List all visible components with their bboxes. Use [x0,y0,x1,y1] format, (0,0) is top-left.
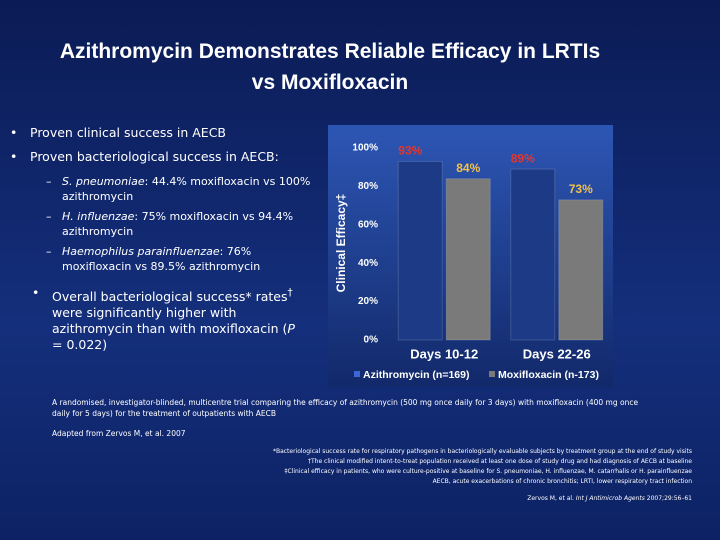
sub-bullet: – H. influenzae: 75% moxifloxacin vs 94.4… [46,210,294,238]
citation: Zervos M, et al. Int J Antimicrob Agents… [172,494,692,505]
sub-bullet: – Haemophilus parainfluenzae: 76% moxiflo… [46,245,261,273]
sub-text: : 44.4% moxifloxacin vs 100% azithromyci… [62,175,311,203]
value-label: 89% [511,151,535,165]
legend-label: Moxifloxacin (n-173) [498,369,599,381]
bullet-text: Overall bacteriological success* rates [52,289,288,305]
bullet-text: Proven clinical success in AECB [30,125,226,140]
citation-text: 2007;29:56–61 [644,495,692,502]
y-tick-label: 0% [364,335,379,346]
legend-swatch [489,371,495,377]
sub-bullet: – S. pneumoniae: 44.4% moxifloxacin vs 10… [46,175,311,203]
y-tick-label: 20% [358,296,378,307]
footnote: AECB, acute exacerbations of chronic bro… [432,478,692,485]
x-tick-label: Days 10-12 [410,346,478,361]
sub-text: : 76% moxifloxacin vs 89.5% azithromycin [62,245,261,273]
bullet: • Proven clinical success in AECB [10,125,226,140]
x-tick-label: Days 22-26 [523,346,591,361]
trial-note: A randomised, investigator-blinded, mult… [52,398,639,418]
bullet-text: = 0.022) [52,337,108,353]
value-label: 93% [398,144,422,158]
y-tick-label: 60% [358,219,378,230]
chart: Clinical Efficacy‡ 0% 20% 40% 60% 80% 100% Day… [328,125,613,387]
bullet-sup: † [287,287,293,299]
y-tick-label: 40% [358,258,378,269]
bullet-italic: P [287,321,295,337]
y-axis-label: Clinical Efficacy‡ [334,194,348,293]
bar [397,160,443,341]
y-tick-label: 80% [358,181,378,192]
value-label: 84% [456,161,480,175]
citation-text: Zervos M, et al. [527,495,576,502]
y-tick-label: 100% [352,143,378,154]
bullet-text: were significantly higher with azithromy… [52,305,288,337]
journal: Int J Antimicrob Agents [575,495,645,502]
bar [558,199,604,341]
bullet-text: Proven bacteriological success in AECB: [30,149,279,164]
footnote: †The clinical modified intent-to-treat p… [307,458,692,465]
bullet: • Overall bacteriological success* rates†… [32,285,295,353]
bar [445,178,491,341]
legend-swatch [354,371,360,377]
species: H. influenzae [62,210,135,223]
sub-text: : 75% moxifloxacin vs 94.4% azithromycin [62,210,294,238]
slide-title: Azithromycin Demonstrates Reliable Effic… [59,40,601,94]
footnote: ‡Clinical efficacy in patients, who were… [284,468,692,475]
footnote: *Bacteriological success rate for respir… [272,448,692,455]
bullet: • Proven bacteriological success in AECB: [10,149,279,164]
legend-label: Azithromycin (n=169) [363,369,469,381]
bar [510,168,556,341]
value-label: 73% [569,182,593,196]
adapted-note: Adapted from Zervos M, et al. 2007 [52,429,186,438]
species: S. pneumoniae [62,175,145,188]
species: Haemophilus parainfluenzae [62,245,220,258]
